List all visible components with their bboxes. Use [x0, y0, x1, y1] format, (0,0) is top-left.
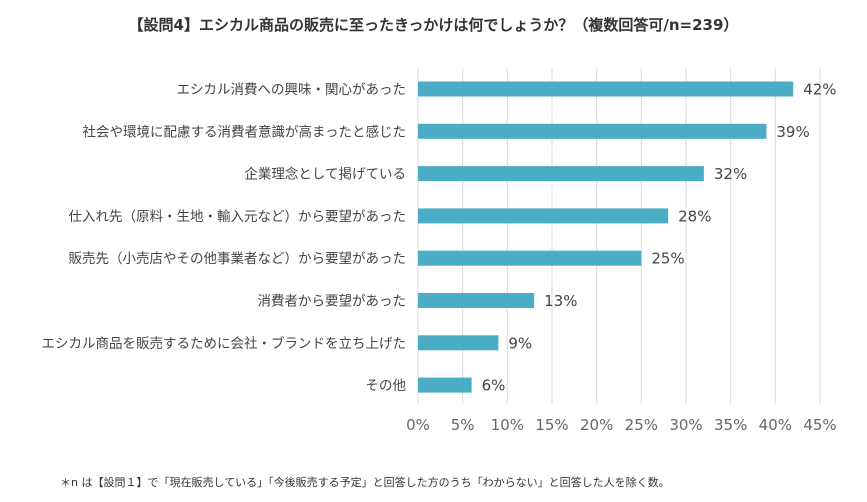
bar-5	[418, 250, 642, 266]
x-tick-label-20: 20%	[580, 416, 613, 434]
x-tick-label-10: 10%	[491, 416, 524, 434]
category-label-6: 消費者から要望があった	[258, 294, 407, 310]
category-label-2: 社会や環境に配慮する消費者意識が高まったと感じた	[83, 123, 406, 140]
x-tick-label-0: 0%	[406, 416, 430, 434]
chart-title: 【設問4】エシカル商品の販売に至ったきっかけは何でしょうか？（複数回答可/n=2…	[128, 16, 739, 34]
bars	[418, 81, 794, 393]
bar-7	[418, 335, 499, 351]
x-tick-label-45: 45%	[803, 416, 836, 434]
bar-2	[418, 123, 767, 139]
value-label-4: 28%	[678, 207, 711, 225]
value-label-2: 39%	[776, 123, 809, 141]
category-label-5: 販売先（小売店やその他事業者など）から要望があった	[69, 251, 407, 267]
value-label-7: 9%	[508, 334, 532, 352]
value-label-1: 42%	[803, 81, 836, 99]
category-label-4: 仕入れ先（原料・生地・輸入元など）から要望があった	[69, 209, 407, 225]
labels: 0% 5% 10% 15% 20% 25% 30% 35% 40% 45% エシカル消費への興味・関…	[42, 81, 837, 435]
bar-8	[418, 377, 472, 393]
bar-1	[418, 81, 794, 97]
x-tick-label-35: 35%	[714, 416, 747, 434]
footnote: ＊n は【設問１】で「現在販売している」「今後販売する予定」と回答した方のうち「…	[60, 476, 670, 489]
category-label-7: エシカル商品を販売するために会社・ブランドを立ち上げた	[42, 335, 407, 352]
bar-6	[418, 293, 535, 308]
value-label-8: 6%	[482, 377, 506, 395]
gridlines	[417, 68, 821, 404]
x-tick-label-5: 5%	[451, 416, 475, 434]
category-label-3: 企業理念として掲げている	[244, 166, 406, 183]
value-label-6: 13%	[544, 292, 577, 310]
bar-4	[418, 208, 669, 224]
value-label-5: 25%	[651, 250, 684, 268]
x-tick-label-30: 30%	[669, 416, 702, 434]
category-label-8: その他	[366, 378, 407, 394]
x-tick-label-40: 40%	[759, 416, 792, 434]
x-tick-label-15: 15%	[535, 416, 568, 434]
bar-3	[418, 166, 704, 182]
category-label-1: エシカル消費への興味・関心があった	[177, 82, 407, 98]
x-tick-label-25: 25%	[625, 416, 658, 434]
value-label-3: 32%	[714, 165, 747, 183]
